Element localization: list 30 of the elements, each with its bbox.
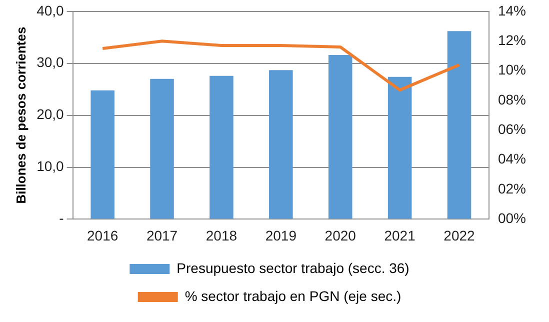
x-tick-label: 2022	[444, 227, 476, 244]
bar	[90, 90, 114, 219]
y2-tick-label: 02%	[498, 180, 526, 196]
y2-tick-label: 00%	[498, 210, 526, 226]
x-tick-label: 2021	[384, 227, 416, 244]
x-tick-label: 2020	[324, 227, 356, 244]
y2-tick-label: 10%	[498, 62, 526, 78]
bar	[447, 31, 472, 219]
y-tick-label: 20,0	[36, 106, 64, 122]
bar	[210, 76, 234, 219]
y-axis-title: Billones de pesos corrientes	[13, 26, 28, 204]
y2-tick-label: 14%	[498, 2, 526, 18]
y-tick-label: 10,0	[36, 158, 64, 174]
x-tick-label: 2019	[265, 227, 297, 244]
y-tick-label: -	[59, 210, 64, 226]
bar	[388, 76, 412, 219]
bar	[150, 78, 174, 219]
legend-label: % sector trabajo en PGN (eje sec.)	[184, 288, 402, 304]
legend-label: Presupuesto sector trabajo (secc. 36)	[176, 260, 410, 276]
x-tick-label: 2017	[146, 227, 178, 244]
x-tick-label: 2018	[206, 227, 238, 244]
y-tick-label: 30,0	[36, 54, 64, 70]
y2-tick-label: 12%	[498, 32, 526, 48]
y2-tick-label: 08%	[498, 91, 526, 108]
x-tick-label: 2016	[86, 227, 118, 244]
bar	[328, 55, 352, 219]
y2-tick-label: 06%	[498, 121, 526, 137]
y2-tick-label: 04%	[498, 150, 526, 167]
bar	[269, 70, 293, 219]
y-tick-label: 40,0	[36, 2, 64, 18]
